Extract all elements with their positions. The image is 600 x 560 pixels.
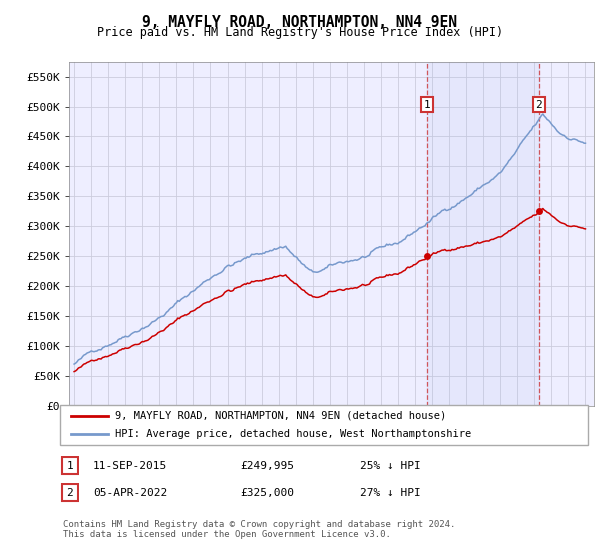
Text: 1: 1 (424, 100, 430, 110)
Text: 05-APR-2022: 05-APR-2022 (93, 488, 167, 498)
Text: 9, MAYFLY ROAD, NORTHAMPTON, NN4 9EN: 9, MAYFLY ROAD, NORTHAMPTON, NN4 9EN (143, 15, 458, 30)
Text: Contains HM Land Registry data © Crown copyright and database right 2024.
This d: Contains HM Land Registry data © Crown c… (63, 520, 455, 539)
Text: 25% ↓ HPI: 25% ↓ HPI (360, 461, 421, 471)
Text: 2: 2 (535, 100, 542, 110)
Text: Price paid vs. HM Land Registry's House Price Index (HPI): Price paid vs. HM Land Registry's House … (97, 26, 503, 39)
Bar (427, 62, 539, 406)
Bar (62, 484, 77, 501)
Text: 27% ↓ HPI: 27% ↓ HPI (360, 488, 421, 498)
Text: 1: 1 (66, 461, 73, 471)
Text: 9, MAYFLY ROAD, NORTHAMPTON, NN4 9EN (detached house): 9, MAYFLY ROAD, NORTHAMPTON, NN4 9EN (de… (115, 411, 446, 421)
Text: 11-SEP-2015: 11-SEP-2015 (93, 461, 167, 471)
Text: £249,995: £249,995 (240, 461, 294, 471)
Bar (62, 458, 77, 474)
Text: 2: 2 (66, 488, 73, 498)
Text: £325,000: £325,000 (240, 488, 294, 498)
Text: HPI: Average price, detached house, West Northamptonshire: HPI: Average price, detached house, West… (115, 430, 472, 439)
